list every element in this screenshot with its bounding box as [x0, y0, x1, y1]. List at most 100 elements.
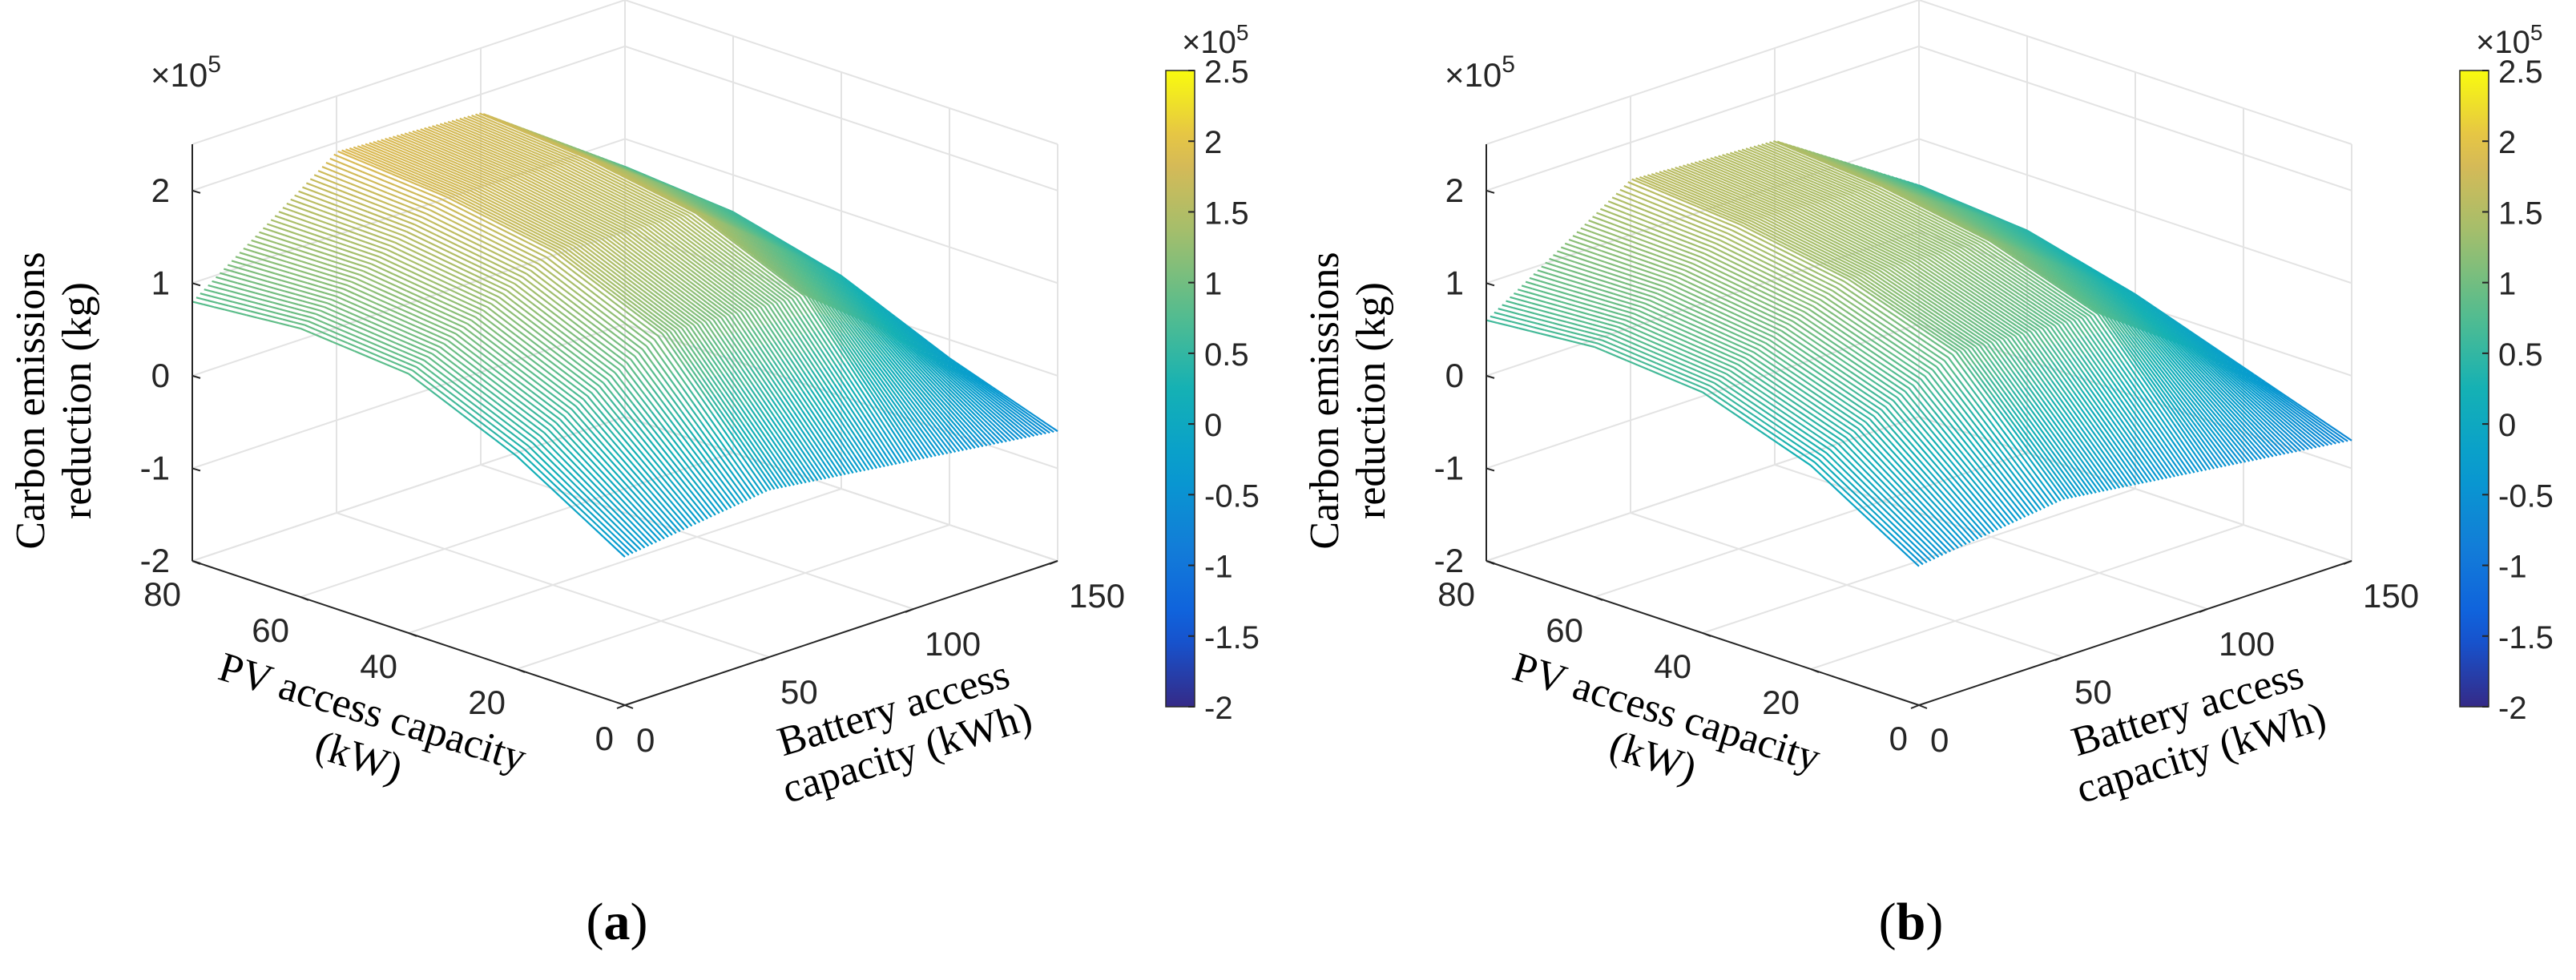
surface-segment — [302, 301, 313, 304]
surface-segment — [455, 233, 466, 239]
surface-segment — [458, 245, 469, 251]
surface-segment — [442, 317, 454, 322]
surface-segment — [441, 275, 453, 280]
surface-segment — [361, 188, 373, 192]
surface-segment — [413, 240, 425, 245]
surface-segment — [710, 232, 721, 240]
surface-segment — [236, 313, 247, 315]
surface-segment — [304, 231, 315, 235]
surface-segment — [312, 208, 324, 212]
surface-segment — [296, 294, 307, 297]
surface-segment — [392, 232, 403, 236]
surface-segment — [261, 314, 272, 317]
surface-segment — [397, 329, 408, 333]
surface-segment — [683, 317, 694, 325]
surface-segment — [699, 313, 710, 321]
surface-segment — [447, 240, 458, 246]
surface-segment — [608, 443, 619, 455]
surface-segment — [361, 260, 372, 264]
surface-segment — [400, 340, 410, 345]
surface-segment — [650, 259, 661, 267]
surface-segment — [495, 242, 506, 248]
surface-segment — [215, 292, 226, 296]
surface-segment — [373, 192, 384, 196]
surface-segment — [399, 181, 410, 186]
surface-segment — [665, 445, 676, 458]
surface-segment — [512, 272, 523, 277]
surface-segment — [602, 283, 613, 291]
surface-segment — [421, 191, 432, 196]
surface-segment — [362, 171, 373, 176]
surface-segment — [615, 530, 627, 541]
surface-segment — [689, 430, 700, 444]
surface-segment — [633, 485, 644, 497]
surface-segment — [262, 300, 273, 303]
surface-segment — [638, 535, 649, 546]
surface-segment — [664, 379, 675, 394]
surface-segment — [345, 260, 357, 264]
surface-segment — [514, 241, 525, 247]
surface-segment — [632, 241, 643, 249]
surface-segment — [744, 278, 756, 286]
surface-segment — [393, 274, 404, 279]
surface-segment — [628, 429, 639, 442]
surface-segment — [697, 424, 708, 439]
surface-segment — [686, 409, 697, 425]
surface-segment — [661, 300, 672, 309]
surface-segment — [679, 477, 691, 490]
surface-segment — [723, 262, 734, 270]
surface-segment — [318, 286, 329, 289]
surface-segment — [407, 291, 418, 296]
surface-segment — [349, 313, 361, 317]
surface-segment — [407, 232, 418, 237]
surface-segment — [267, 224, 278, 228]
surface-segment — [706, 233, 717, 241]
surface-segment — [623, 453, 635, 466]
surface-segment — [634, 264, 645, 272]
surface-segment — [681, 514, 692, 526]
surface-segment — [274, 232, 285, 235]
surface-segment — [642, 374, 653, 389]
surface-segment — [369, 180, 381, 184]
colorbar-tick-label: 0 — [1204, 408, 1222, 443]
surface-segment — [725, 471, 736, 486]
surface-segment — [351, 297, 362, 302]
surface-segment — [438, 263, 449, 268]
surface-segment — [453, 264, 464, 269]
surface-segment — [647, 282, 659, 290]
surface-segment — [702, 398, 713, 413]
surface-segment — [755, 286, 766, 294]
z-tick-label: 1 — [151, 264, 170, 301]
surface-segment — [707, 311, 718, 319]
surface-segment — [332, 246, 343, 250]
surface-segment — [445, 272, 456, 276]
surface-segment — [401, 325, 412, 329]
surface-segment — [713, 478, 724, 492]
surface-segment — [310, 293, 321, 296]
surface-segment — [628, 287, 639, 295]
surface-segment — [675, 319, 687, 327]
surface-segment — [397, 270, 408, 275]
surface-segment — [334, 155, 345, 159]
surface-segment — [639, 284, 651, 292]
surface-segment — [691, 270, 702, 278]
surface-segment — [608, 518, 619, 528]
surface-segment — [712, 498, 724, 511]
surface-segment — [256, 293, 267, 296]
surface-segment — [688, 451, 699, 466]
surface-segment — [441, 216, 453, 221]
surface-segment — [639, 240, 651, 248]
surface-segment — [678, 497, 689, 510]
surface-segment — [613, 236, 624, 244]
surface-segment — [708, 288, 720, 296]
surface-segment — [323, 268, 334, 272]
surface-segment — [324, 307, 335, 312]
surface-segment — [704, 419, 716, 434]
surface-segment — [620, 434, 631, 447]
surface-segment — [655, 431, 666, 445]
surface-segment — [429, 285, 441, 290]
surface-segment — [667, 232, 679, 240]
surface-segment — [690, 281, 701, 289]
surface-segment — [404, 337, 415, 341]
